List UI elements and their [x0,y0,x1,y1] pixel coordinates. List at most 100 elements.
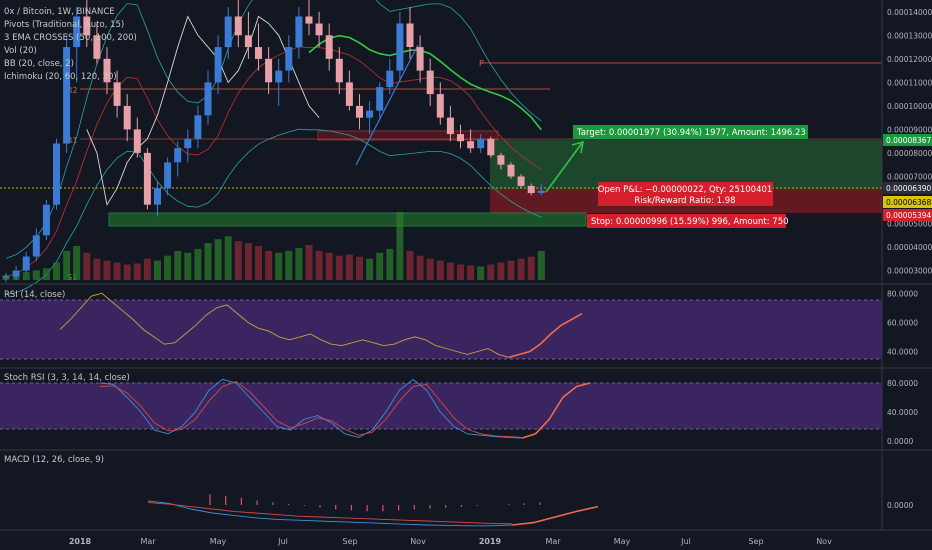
volume-bar [32,270,40,280]
stoch-pane-title: Stoch RSI (3, 3, 14, 14, close) [4,373,130,383]
volume-bar [446,262,454,280]
candle-body [396,23,404,71]
candle-body [12,270,20,277]
volume-bar [275,252,283,280]
volume-bar [234,241,242,280]
volume-bar [224,236,232,280]
volume-bar [537,250,545,280]
candle-body [477,138,485,149]
rsi-tick-label: 80.0000 [887,289,918,298]
candle-body [275,70,283,83]
candle-body [143,152,151,205]
target-label-box [573,125,808,139]
pivot-label-p: P [479,59,484,68]
indicator-ichimoku: Ichimoku (20, 60, 120, 30) [4,72,117,82]
candle-body [234,16,242,36]
candle-body [295,16,303,48]
volume-bar [436,260,444,280]
volume-bar [527,256,535,280]
candle-body [457,134,464,142]
candle-body [53,143,60,205]
volume-bar [63,250,71,280]
volume-bar [22,272,30,280]
volume-bar [517,258,525,280]
price-tick-label: 0.00008000 [887,149,932,158]
macd-tick-label: 0.0000 [887,501,913,510]
candle-body [63,47,71,144]
volume-bar [113,262,121,280]
price-tick-label: 0.00009000 [887,125,932,134]
bb-basis-line [5,46,542,277]
candle-body [497,155,505,165]
time-tick-label: 2019 [479,537,502,546]
volume-bar [204,243,212,280]
ema-line [308,34,542,131]
candle-body [22,256,30,271]
candle-body [83,16,91,36]
candle-body [366,110,374,118]
rsi-line [59,292,510,358]
volume-bar [154,260,161,280]
candle-body [184,138,192,149]
candle-body [73,16,81,48]
candle-body [345,82,353,106]
macd-signal-line [147,502,513,525]
time-tick-label: Jul [680,537,691,546]
pivot-label-r2: R2 [67,86,78,95]
bb-lower-line [5,128,542,295]
resistance-zone [317,130,499,141]
candle-body [265,58,273,83]
projection-arrowhead [571,140,585,154]
badge-current-bg [883,182,932,194]
volume-bar [184,252,192,280]
candle-body [174,148,182,163]
ichimoku-lagging-line [86,15,320,206]
badge-entry-bg [883,196,932,208]
candle-body [113,82,121,106]
candle-body [416,47,424,71]
volume-bar [305,245,313,280]
bb-upper-line [5,0,542,259]
rsi-axis: 80.0000 60.0000 40.0000 [887,289,918,356]
candle-body [467,141,475,149]
volume-bar [285,250,293,280]
volume-bar [214,239,222,280]
candle-body [93,35,101,59]
candle-body [356,105,363,118]
time-axis[interactable]: 2018 Mar May Jul Sep Nov 2019 Mar May Jul Sep Nov [69,537,832,546]
volume-bar [396,212,404,280]
candle-body [42,204,50,236]
stop-label: Stop: 0.00000996 (15.59%) 996, Amount: 7… [591,217,789,227]
candle-body [446,117,454,135]
price-tick-label: 0.00012000 [887,55,932,64]
indicator-pivots: Pivots (Traditional, Auto, 15) [4,20,124,30]
badge-target-bg [883,134,932,146]
volume-bar [315,250,323,280]
time-tick-label: Sep [748,537,763,546]
pivot-label-s1: S1 [67,273,77,282]
volume-bar [487,264,495,280]
candle-body [133,129,141,153]
projection-arrow [545,142,583,193]
volume-bar [83,252,91,280]
volume-bar [53,262,60,280]
target-zone [490,140,882,189]
volume-bar [507,260,515,280]
volume-bars [2,212,545,280]
stoch-tick-label: 0.0000 [887,437,913,446]
volume-bar [416,255,424,280]
price-tick-label: 0.00010000 [887,102,932,111]
macd-line [147,500,513,527]
indicator-ema: 3 EMA CROSSES (50, 100, 200) [4,33,137,43]
volume-bar [477,266,485,280]
stoch-axis: 80.0000 40.0000 0.0000 [887,379,918,446]
volume-bar [103,260,111,280]
macd-pane-title: MACD (12, 26, close, 9) [4,455,104,465]
volume-bar [143,258,151,280]
candle-body [335,58,343,83]
candle-body [507,164,515,177]
stoch-band [0,383,882,429]
price-tick-label: 0.00004000 [887,243,932,252]
time-tick-label: May [210,537,227,546]
